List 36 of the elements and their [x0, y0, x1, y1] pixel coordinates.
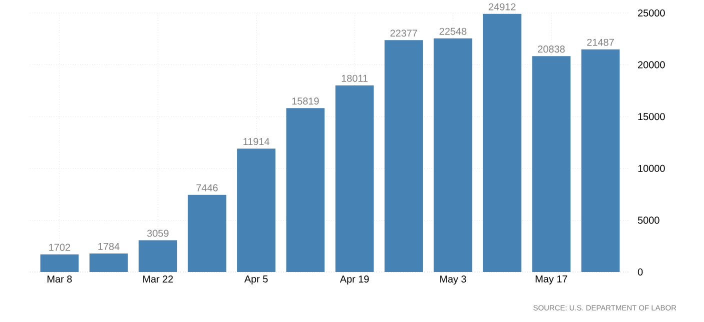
data-label: 1784 — [98, 242, 120, 250]
y-tick-label: 0 — [638, 268, 643, 276]
data-label: 11914 — [244, 138, 270, 146]
x-tick-label: Apr 5 — [244, 276, 268, 284]
data-label: 24912 — [488, 3, 516, 10]
data-label: 3059 — [147, 230, 168, 237]
y-tick-label: 15000 — [638, 113, 665, 120]
x-tick-label: Mar 8 — [48, 276, 72, 283]
bar — [482, 14, 522, 272]
bar — [335, 85, 374, 272]
data-label: 18011 — [342, 74, 368, 82]
x-tick-label: May 17 — [536, 276, 568, 284]
bar — [384, 40, 423, 272]
x-tick-label: Apr 19 — [340, 276, 369, 285]
bar — [90, 254, 128, 272]
y-tick-label: 25000 — [638, 9, 665, 17]
x-tick-label: May 3 — [440, 276, 466, 285]
bar — [581, 49, 620, 272]
bar — [40, 254, 79, 272]
bar — [286, 108, 325, 272]
x-tick-label: Mar 22 — [143, 276, 173, 283]
bar — [434, 38, 472, 272]
data-label: 21487 — [587, 38, 614, 46]
data-label: 22548 — [440, 28, 466, 35]
data-label: 20838 — [538, 46, 565, 53]
bar — [138, 240, 178, 272]
y-tick-label: 10000 — [638, 164, 665, 172]
data-label: 7446 — [196, 184, 218, 192]
bar — [237, 148, 276, 272]
data-label: 22377 — [390, 30, 418, 37]
data-label: 1702 — [49, 244, 70, 251]
y-tick-label: 20000 — [638, 61, 665, 68]
bar — [532, 56, 570, 272]
data-label: 15819 — [292, 98, 319, 105]
y-tick-label: 5000 — [638, 216, 660, 224]
bar — [188, 194, 226, 272]
